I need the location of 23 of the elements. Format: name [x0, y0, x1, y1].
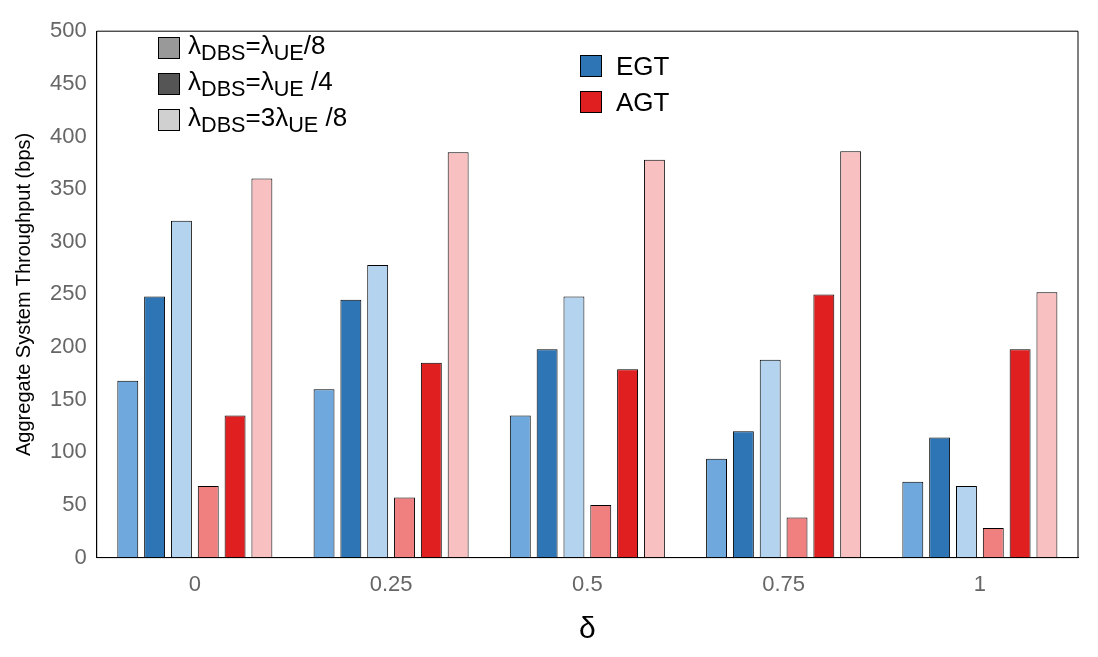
- y-tick-label: 450: [49, 69, 87, 95]
- y-tick-label: 400: [49, 122, 87, 148]
- y-tick-label: 150: [49, 385, 87, 411]
- annotation: λ$_{DBS}$=λ$_{UE}$/8: [188, 29, 326, 67]
- y-axis-title: Aggregate System Throughput (bps): [11, 132, 34, 456]
- x-tick-label: 0: [188, 570, 201, 596]
- y-tick-label: 0: [74, 543, 87, 569]
- x-tick-label: 0.25: [369, 570, 413, 596]
- x-axis-title: δ: [579, 611, 596, 645]
- y-tick-label: 300: [49, 227, 87, 253]
- y-tick-label: 200: [49, 333, 87, 359]
- y-tick-label: 250: [49, 280, 87, 306]
- annotation: λ$_{DBS}$=λ$_{UE}$ /4: [188, 65, 333, 103]
- x-tick-label: 0.75: [762, 570, 806, 596]
- annotation: EGT: [616, 50, 670, 82]
- y-tick-label: 500: [49, 17, 87, 43]
- y-tick-label: 50: [62, 491, 87, 517]
- annotation: AGT: [616, 86, 670, 118]
- annotation: λ$_{DBS}$=3λ$_{UE}$ /8: [188, 101, 348, 139]
- x-tick-label: 0.5: [572, 570, 603, 596]
- x-tick-label: 1: [973, 570, 986, 596]
- y-tick-label: 100: [49, 438, 87, 464]
- y-tick-label: 350: [49, 175, 87, 201]
